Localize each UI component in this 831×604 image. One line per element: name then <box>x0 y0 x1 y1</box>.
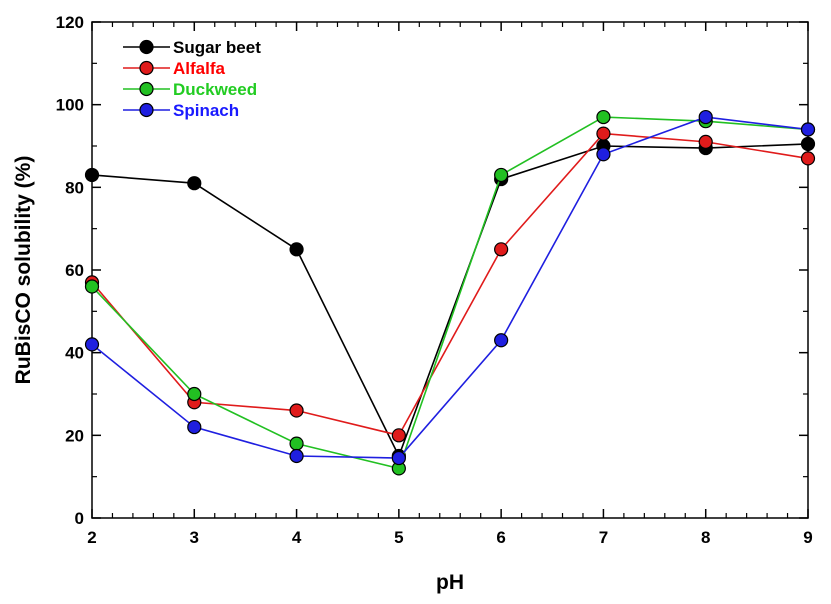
y-tick-label: 40 <box>65 344 84 363</box>
x-tick-label: 6 <box>496 528 505 547</box>
x-tick-label: 9 <box>803 528 812 547</box>
legend-marker <box>139 60 154 76</box>
y-tick-label: 80 <box>65 178 84 197</box>
y-tick-label: 0 <box>75 509 84 528</box>
data-point-alfalfa <box>596 126 611 141</box>
series-spinach <box>84 109 816 466</box>
series-line-sugar-beet <box>91 143 809 459</box>
series-sugar-beet <box>84 136 816 464</box>
legend-marker <box>139 81 154 97</box>
data-point-duckweed <box>596 109 611 125</box>
y-axis-title: RuBisCO solubility (%) <box>12 156 35 385</box>
legend-marker <box>139 39 154 55</box>
data-point-sugar-beet <box>187 176 202 191</box>
series-line-alfalfa <box>91 132 809 437</box>
x-tick-label: 5 <box>394 528 403 547</box>
x-tick-label: 4 <box>292 528 302 547</box>
x-tick-label: 8 <box>701 528 710 547</box>
legend-item-sugar-beet: Sugar beet <box>123 38 261 57</box>
y-tick-label: 20 <box>65 426 84 445</box>
y-tick-label: 60 <box>65 261 84 280</box>
x-tick-label: 7 <box>599 528 608 547</box>
legend-item-alfalfa: Alfalfa <box>123 59 226 78</box>
y-tick-label: 120 <box>56 13 84 32</box>
legend-label: Spinach <box>173 101 239 120</box>
legend-label: Duckweed <box>173 80 257 99</box>
x-tick-label: 3 <box>190 528 199 547</box>
data-point-spinach <box>494 333 509 348</box>
series-line-spinach <box>91 116 809 459</box>
data-point-alfalfa <box>494 242 509 257</box>
data-point-spinach <box>187 419 202 435</box>
data-point-spinach <box>800 122 816 137</box>
x-tick-label: 2 <box>87 528 96 547</box>
legend-label: Sugar beet <box>173 38 261 57</box>
data-point-spinach <box>596 147 611 162</box>
data-point-duckweed <box>187 386 202 402</box>
legend-item-spinach: Spinach <box>123 101 239 120</box>
series-alfalfa <box>84 126 816 443</box>
data-point-alfalfa <box>698 134 713 149</box>
data-point-duckweed <box>84 279 100 294</box>
data-point-spinach <box>84 337 100 352</box>
legend-item-duckweed: Duckweed <box>123 80 257 99</box>
series-line-duckweed <box>91 116 809 470</box>
legend-label: Alfalfa <box>173 59 226 78</box>
data-point-spinach <box>698 109 713 125</box>
legend: Sugar beet Alfalfa Duckweed Spinach <box>123 38 261 120</box>
data-point-sugar-beet <box>800 136 816 152</box>
data-point-duckweed <box>289 436 304 451</box>
data-point-spinach <box>289 448 304 464</box>
x-axis-title: pH <box>436 571 464 594</box>
y-axis: 0 20 40 60 80 100 120 <box>56 13 808 528</box>
data-point-spinach <box>391 450 406 466</box>
data-point-sugar-beet <box>289 242 304 257</box>
data-point-sugar-beet <box>84 167 100 183</box>
data-point-alfalfa <box>289 403 304 418</box>
data-point-alfalfa <box>800 151 816 166</box>
data-point-duckweed <box>494 167 509 183</box>
data-point-alfalfa <box>391 428 406 443</box>
series-layer <box>84 109 816 476</box>
x-axis: 2 3 4 5 6 7 8 9 <box>87 22 813 547</box>
y-tick-label: 100 <box>56 96 84 115</box>
legend-marker <box>139 102 154 118</box>
